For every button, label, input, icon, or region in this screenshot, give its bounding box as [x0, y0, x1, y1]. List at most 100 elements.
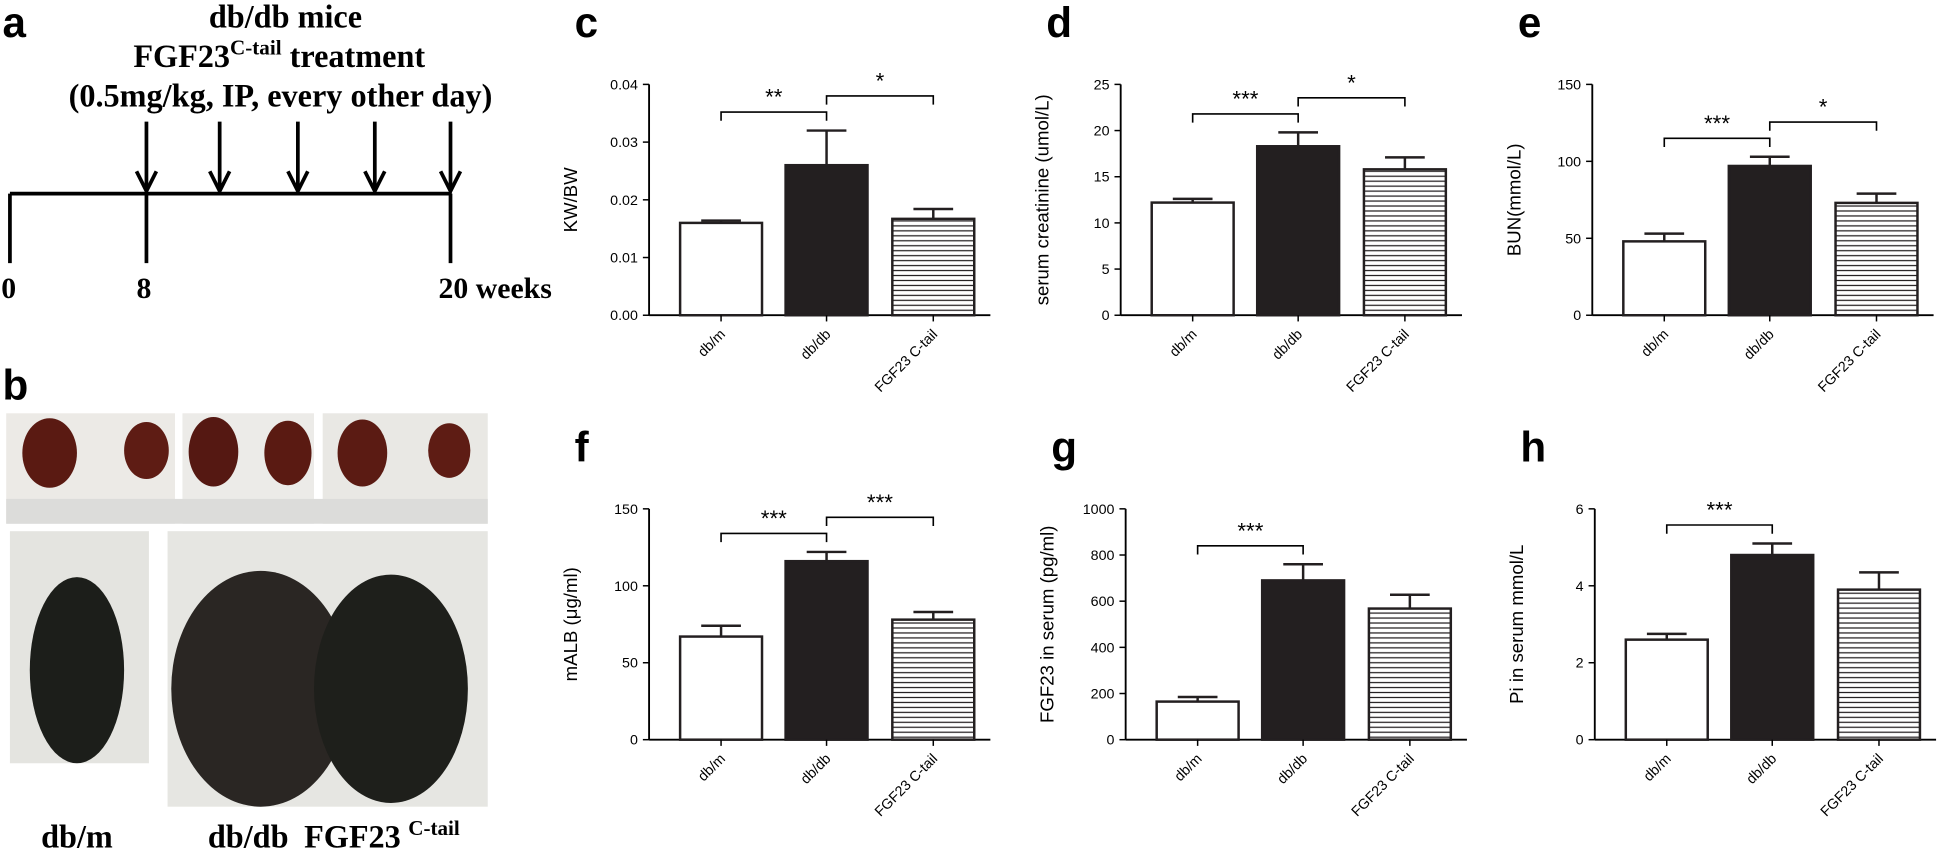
bar: [1622, 240, 1707, 317]
bar-chart: f mALB (μg/ml) 0 50 100 150 db/m db/db FGF23 C-t…: [560, 424, 991, 820]
significance-bracket: [720, 532, 828, 543]
y-tick-label: 200: [1091, 686, 1115, 702]
bar: [891, 217, 976, 317]
treatment-name: FGF23: [133, 38, 230, 74]
bar: [1834, 201, 1919, 317]
significance-bracket: [1665, 524, 1774, 534]
y-tick-label: 15: [1094, 170, 1110, 186]
y-axis-label: FGF23 in serum (pg/ml): [1037, 526, 1058, 724]
y-tick-label: 25: [1094, 77, 1110, 93]
photo-label: db/db: [208, 819, 289, 852]
significance-bracket: [1191, 113, 1299, 123]
panel-letter: g: [1051, 424, 1077, 471]
significance-label: **: [765, 85, 783, 110]
error-bar: [1172, 197, 1213, 203]
panel-letter: f: [575, 424, 590, 471]
bar: [1624, 638, 1709, 741]
y-tick-label: 2: [1576, 656, 1584, 672]
error-bar: [1856, 192, 1897, 203]
panel-letter: b: [2, 362, 28, 409]
treatment-sup: C-tail: [230, 36, 282, 60]
x-tick-label: FGF23 C-tail: [1815, 327, 1884, 396]
y-tick-label: 1000: [1083, 502, 1115, 518]
bar: [784, 163, 869, 317]
x-tick-label: db/db: [1741, 327, 1778, 364]
y-tick-label: 0.04: [610, 77, 638, 93]
x-tick-label: db/m: [695, 751, 729, 785]
timeline-panel: a db/db mice FGF23C-tail treatment (0.5m…: [1, 0, 552, 305]
y-tick-label: 400: [1091, 640, 1115, 656]
photo-label-name: FGF23: [304, 819, 401, 852]
error-bar: [1177, 695, 1218, 702]
y-tick-label: 0: [1576, 733, 1584, 749]
y-tick-label: 0: [1107, 733, 1115, 749]
bar: [1727, 164, 1812, 317]
significance-label: ***: [867, 490, 893, 515]
bar: [1367, 607, 1453, 741]
error-bar: [1749, 155, 1790, 166]
significance-label: *: [1819, 95, 1828, 120]
y-tick-label: 150: [614, 502, 638, 518]
y-tick-label: 600: [1091, 594, 1115, 610]
y-tick-label: 20: [1094, 124, 1110, 140]
bar: [1730, 553, 1815, 741]
x-tick-label: db/db: [1269, 327, 1306, 364]
significance-label: ***: [1706, 498, 1732, 523]
photo-panel: b db/m db/db FGF23 C-tail: [2, 362, 488, 852]
treatment-suffix: treatment: [282, 38, 426, 74]
x-tick-label: FGF23 C-tail: [1344, 327, 1413, 396]
y-tick-label: 0: [1102, 308, 1110, 324]
timeline-label: 20 weeks: [439, 272, 552, 305]
x-tick-label: FGF23 C-tail: [872, 327, 941, 396]
x-tick-label: db/m: [1172, 751, 1206, 785]
error-bar: [1390, 593, 1430, 609]
error-bar: [1859, 571, 1899, 590]
bar: [1150, 201, 1235, 317]
significance-bracket: [1663, 137, 1771, 147]
y-tick-label: 10: [1094, 216, 1110, 232]
bar: [678, 221, 764, 317]
significance-label: *: [1347, 70, 1356, 95]
x-tick-label: db/db: [1743, 751, 1780, 788]
bar: [1362, 168, 1448, 317]
significance-bracket: [825, 516, 935, 526]
error-bar: [701, 624, 741, 637]
y-tick-label: 0.01: [610, 250, 638, 266]
x-tick-label: db/db: [798, 751, 835, 788]
x-tick-label: FGF23 C-tail: [1818, 751, 1887, 820]
significance-bracket: [720, 111, 828, 121]
x-tick-label: db/m: [1641, 751, 1675, 785]
error-bar: [1278, 131, 1319, 147]
kidney-photos: [6, 413, 488, 524]
y-axis-label: BUN(mmol/L): [1503, 143, 1524, 256]
timeline-title: (0.5mg/kg, IP, every other day): [69, 78, 493, 114]
timeline-title: db/db mice: [209, 0, 362, 34]
significance-bracket: [1768, 121, 1878, 131]
bar: [678, 635, 764, 741]
y-tick-label: 0.00: [610, 308, 638, 324]
error-bar: [1283, 563, 1323, 581]
y-axis-label: Pi in serum mmol/L: [1506, 545, 1527, 704]
timeline-title: FGF23C-tail treatment: [133, 36, 425, 74]
x-tick-label: db/m: [1638, 327, 1672, 361]
y-tick-label: 100: [1557, 154, 1581, 170]
y-tick-label: 50: [1565, 231, 1581, 247]
error-bar: [1644, 232, 1685, 242]
bar: [1155, 700, 1240, 741]
bar-chart: h Pi in serum mmol/L 0 2 4 6 db/m db/db FGF23 C-…: [1506, 424, 1937, 820]
error-bar: [806, 550, 847, 562]
bar-chart: d serum creatinine (umol/L) 0 5 10 15 20 25 db/m…: [1032, 0, 1462, 396]
error-bar: [913, 207, 954, 219]
significance-bracket: [1196, 544, 1304, 555]
timeline-label: 8: [137, 272, 152, 305]
y-tick-label: 0: [630, 733, 638, 749]
significance-label: ***: [1237, 518, 1263, 543]
photo-label-sup: C-tail: [408, 816, 460, 840]
bar: [891, 618, 976, 741]
timeline-label: 0: [1, 272, 16, 305]
significance-label: ***: [1232, 86, 1258, 111]
panel-letter: c: [575, 0, 598, 46]
y-tick-label: 5: [1102, 262, 1110, 278]
y-axis-label: mALB (μg/ml): [560, 567, 581, 681]
